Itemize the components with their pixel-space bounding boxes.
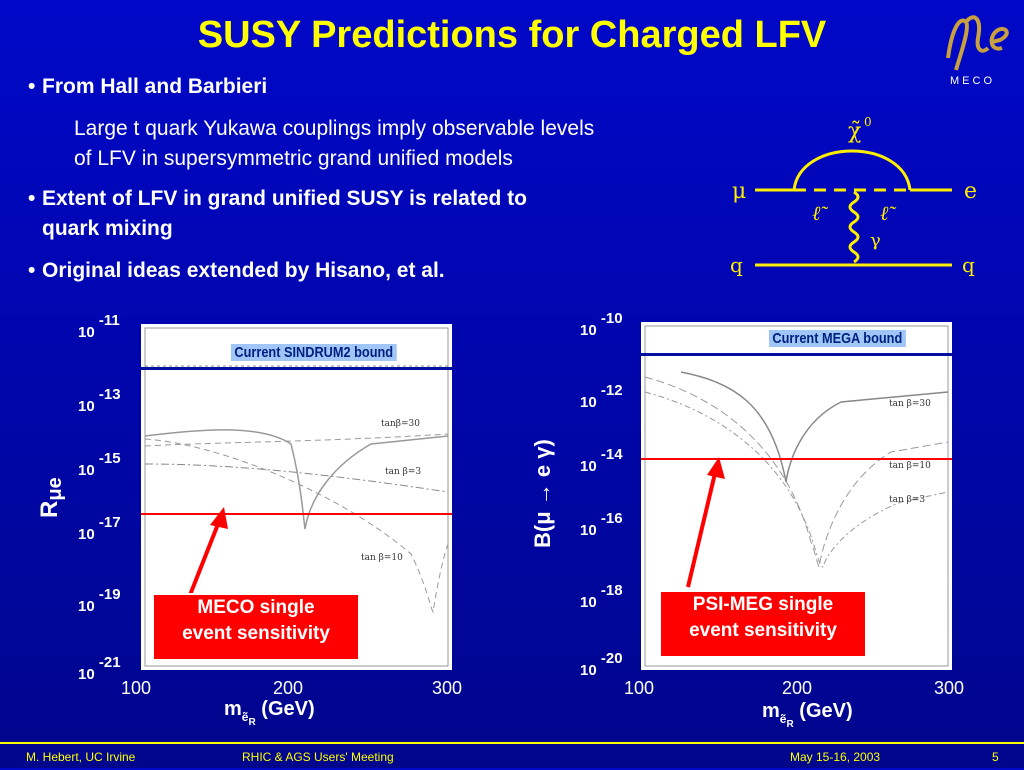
mega-bound-line	[641, 353, 952, 356]
curve-label-tanb10: tan β=10	[889, 461, 931, 471]
left-callout-arrow	[188, 507, 228, 596]
left-ytick-4: 10 -17	[78, 514, 121, 543]
sub-line-1: Large t quark Yukawa couplings imply obs…	[74, 117, 595, 140]
curve-tanb3	[144, 463, 449, 493]
sindrum2-bound-line	[141, 367, 452, 370]
meco-callout: MECO single event sensitivity	[152, 593, 360, 661]
chi-sup-label: 0	[864, 115, 872, 129]
curve-tanb10	[644, 376, 949, 569]
right-plot-curves: tan β=30 tan β=10 tan β=3	[644, 325, 949, 667]
right-ytick-4: 10 -16	[580, 510, 623, 539]
left-ytick-5: 10 -19	[78, 586, 121, 615]
right-ytick-6: 10 -20	[580, 650, 623, 679]
right-ytick-3: 10 -14	[580, 446, 623, 475]
footer-date: May 15-16, 2003	[790, 750, 881, 764]
slepton-right-label: ℓ̃	[880, 201, 896, 225]
footer-meeting: RHIC & AGS Users' Meeting	[242, 750, 394, 764]
bullet-3: • Original ideas extended by Hisano, et a…	[28, 256, 445, 286]
bullet-1: • From Hall and Barbieri	[28, 72, 267, 102]
footer-author: M. Hebert, UC Irvine	[26, 750, 136, 764]
meco-callout-line2: event sensitivity	[182, 623, 330, 644]
left-ylabel: Rμe	[36, 477, 66, 518]
right-callout-arrow	[686, 457, 725, 588]
right-ytick-1: 10 -10	[580, 310, 623, 339]
curve-tanb10	[144, 438, 449, 614]
bullet-2-cont: quark mixing	[42, 217, 173, 240]
left-plot-curves: tanβ=30 tan β=3 tan β=10	[144, 327, 449, 667]
bullet-1-text: From Hall and Barbieri	[42, 75, 268, 98]
meco-sensitivity-line	[141, 513, 452, 515]
psi-meg-callout-line2: event sensitivity	[689, 620, 837, 641]
gamma-label: γ	[870, 230, 881, 251]
footer: M. Hebert, UC Irvine RHIC & AGS Users' M…	[0, 742, 1024, 770]
q-left-label: q	[730, 253, 743, 277]
right-ytick-2: 10 -12	[580, 382, 623, 411]
q-right-label: q	[962, 253, 975, 277]
right-ytick-5: 10 -18	[580, 582, 623, 611]
sindrum2-bound-label: Current SINDRUM2 bound	[231, 344, 397, 361]
curve-label-tanb30: tan β=30	[889, 399, 931, 409]
logo-text: MECO	[950, 75, 995, 87]
left-ytick-2: 10 -13	[78, 386, 121, 415]
left-ytick-1: 10 -11	[78, 312, 120, 341]
curve-tanb3	[644, 391, 949, 568]
meco-logo: MECO	[946, 15, 1009, 87]
right-xlabel: mẽR (GeV)	[762, 700, 853, 730]
bullet-dot: •	[28, 75, 36, 98]
mu-label: μ	[732, 179, 746, 204]
curve-label-tanb3: tan β=3	[889, 495, 925, 505]
sub-line-2: of LFV in supersymmetric grand unified m…	[74, 147, 513, 170]
left-xtick-3: 300	[432, 678, 463, 698]
feynman-diagram: χ̃ 0 μ e ℓ̃ ℓ̃ γ q q	[730, 115, 977, 277]
left-xtick-1: 100	[121, 678, 152, 698]
left-ytick-3: 10 -15	[78, 450, 121, 479]
psi-meg-callout-line1: PSI-MEG single	[692, 594, 834, 615]
chi-label: χ̃	[848, 119, 861, 144]
left-ytick-6: 10 -21	[78, 654, 121, 683]
curve-label-tanb30: tanβ=30	[381, 419, 420, 429]
footer-page-number: 5	[992, 750, 999, 764]
mu-e-logo-icon	[946, 15, 1009, 71]
bullet-dot: •	[28, 259, 36, 282]
e-label: e	[964, 179, 977, 204]
psi-meg-callout: PSI-MEG single event sensitivity	[659, 590, 867, 658]
bullet-2-text: Extent of LFV in grand unified SUSY is r…	[42, 187, 527, 210]
mega-bound-label: Current MEGA bound	[769, 330, 906, 347]
bullet-dot: •	[28, 187, 36, 210]
meco-callout-line1: MECO single	[197, 597, 315, 618]
curve-label-tanb10: tan β=10	[361, 553, 403, 563]
left-xlabel: mẽR (GeV)	[224, 698, 315, 728]
right-xtick-2: 200	[782, 678, 813, 698]
slepton-left-label: ℓ̃	[812, 201, 828, 225]
bullet-2: • Extent of LFV in grand unified SUSY is …	[28, 184, 527, 214]
right-ylabel: B(μ → e γ)	[530, 439, 555, 548]
curve-label-tanb3: tan β=3	[385, 467, 421, 477]
psi-meg-sensitivity-line	[641, 458, 952, 460]
slide-title: SUSY Predictions for Charged LFV	[197, 14, 827, 56]
left-xtick-2: 200	[273, 678, 304, 698]
bullet-3-text: Original ideas extended by Hisano, et al…	[42, 259, 445, 282]
photon-line	[848, 190, 860, 264]
right-xtick-1: 100	[624, 678, 655, 698]
curve-tanb30-dashed	[144, 433, 449, 447]
right-xtick-3: 300	[934, 678, 965, 698]
neutralino-arc	[792, 149, 912, 191]
